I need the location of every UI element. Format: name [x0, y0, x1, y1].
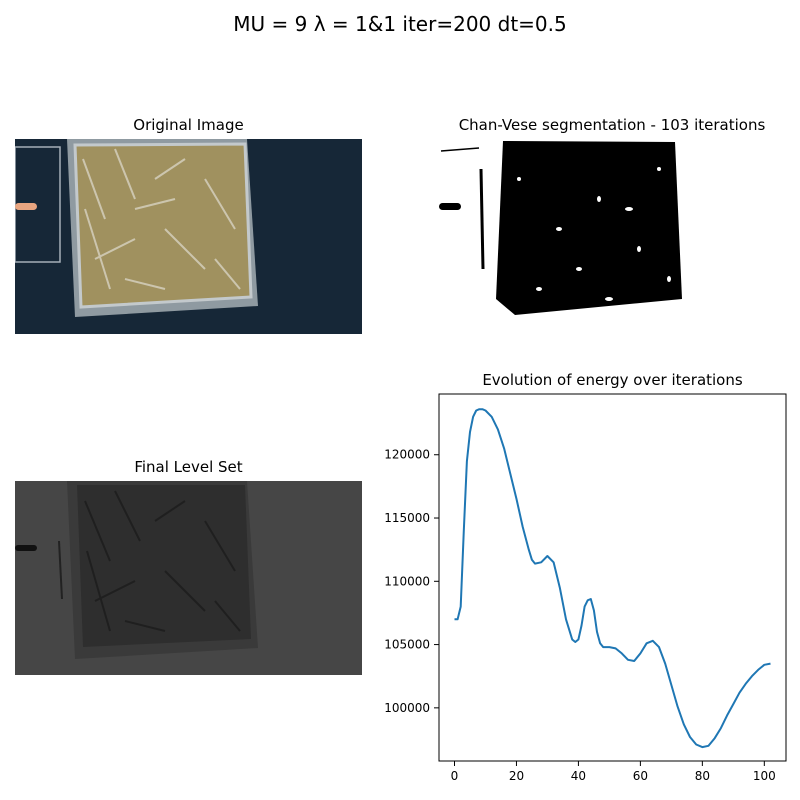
y-tick-label: 105000	[384, 638, 430, 652]
x-tick-label: 80	[695, 769, 710, 783]
x-tick-label: 0	[451, 769, 459, 783]
y-tick-label: 100000	[384, 701, 430, 715]
plot-frame	[438, 393, 787, 762]
levelset-title: Final Level Set	[134, 458, 243, 476]
segmentation-panel	[439, 139, 786, 334]
x-tick-label: 100	[753, 769, 776, 783]
y-tick-label: 110000	[384, 574, 430, 588]
segmentation-title: Chan-Vese segmentation - 103 iterations	[458, 116, 766, 134]
original-image-title: Original Image	[133, 116, 244, 134]
original-image-panel	[15, 139, 362, 334]
y-tick-label: 120000	[384, 448, 430, 462]
y-tick-label: 115000	[384, 511, 430, 525]
energy-chart-title: Evolution of energy over iterations	[482, 371, 743, 389]
x-tick-label: 20	[509, 769, 524, 783]
figure-suptitle: MU = 9 λ = 1&1 iter=200 dt=0.5	[233, 12, 567, 36]
energy-series-line	[454, 408, 771, 749]
x-tick-label: 40	[571, 769, 586, 783]
levelset-panel	[15, 481, 362, 675]
x-tick-label: 60	[633, 769, 648, 783]
